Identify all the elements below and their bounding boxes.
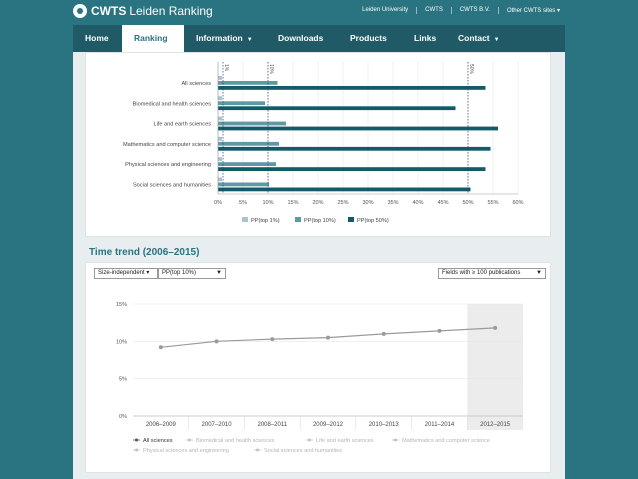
size-select[interactable]: Size-independent ▾ xyxy=(94,268,158,279)
main-nav: Home Ranking Information ▼ Downloads Prod… xyxy=(73,25,565,52)
toplink-cwts[interactable]: CWTS xyxy=(416,7,451,14)
nav-contact[interactable]: Contact ▼ xyxy=(446,25,514,52)
time-trend-card xyxy=(85,262,551,473)
nav-information[interactable]: Information ▼ xyxy=(184,25,266,52)
indicator-select-value: PP(top 10%) xyxy=(162,270,197,276)
chevron-down-icon: ▼ xyxy=(493,37,500,43)
top-links: Leiden University CWTS CWTS B.V. Other C… xyxy=(354,7,568,14)
chevron-down-icon: ▼ xyxy=(536,270,542,276)
nav-ranking[interactable]: Ranking xyxy=(122,25,184,52)
toplink-other-sites[interactable]: Other CWTS sites ▾ xyxy=(497,7,568,14)
fields-select[interactable]: Fields with ≥ 100 publications ▼ xyxy=(438,268,546,279)
toplink-leiden-university[interactable]: Leiden University xyxy=(362,7,409,13)
chevron-down-icon: ▼ xyxy=(216,270,222,276)
bar-chart-card xyxy=(85,52,551,237)
cwts-logo-icon xyxy=(73,4,87,18)
nav-links-label: Links xyxy=(414,33,437,43)
nav-home-label: Home xyxy=(85,33,109,43)
fields-select-value: Fields with ≥ 100 publications xyxy=(442,270,521,276)
cwts-logo[interactable]: CWTS Leiden Ranking xyxy=(73,4,213,18)
logo-text: Leiden Ranking xyxy=(129,4,213,18)
nav-information-label: Information xyxy=(196,33,243,43)
size-select-value: Size-independent ▾ xyxy=(98,270,150,276)
nav-links[interactable]: Links xyxy=(402,25,446,52)
nav-downloads[interactable]: Downloads xyxy=(266,25,338,52)
nav-contact-label: Contact xyxy=(458,33,490,43)
chevron-down-icon: ▼ xyxy=(246,37,253,43)
logo-bold-text: CWTS xyxy=(91,4,127,18)
top-bar: CWTS Leiden Ranking Leiden University CW… xyxy=(0,0,638,24)
time-trend-title: Time trend (2006–2015) xyxy=(89,247,200,258)
nav-ranking-label: Ranking xyxy=(134,33,168,43)
indicator-select[interactable]: PP(top 10%) ▼ xyxy=(158,268,226,279)
nav-products[interactable]: Products xyxy=(338,25,402,52)
toplink-cwts-bv[interactable]: CWTS B.V. xyxy=(450,7,498,14)
nav-home[interactable]: Home xyxy=(73,25,122,52)
nav-products-label: Products xyxy=(350,33,387,43)
nav-downloads-label: Downloads xyxy=(278,33,324,43)
